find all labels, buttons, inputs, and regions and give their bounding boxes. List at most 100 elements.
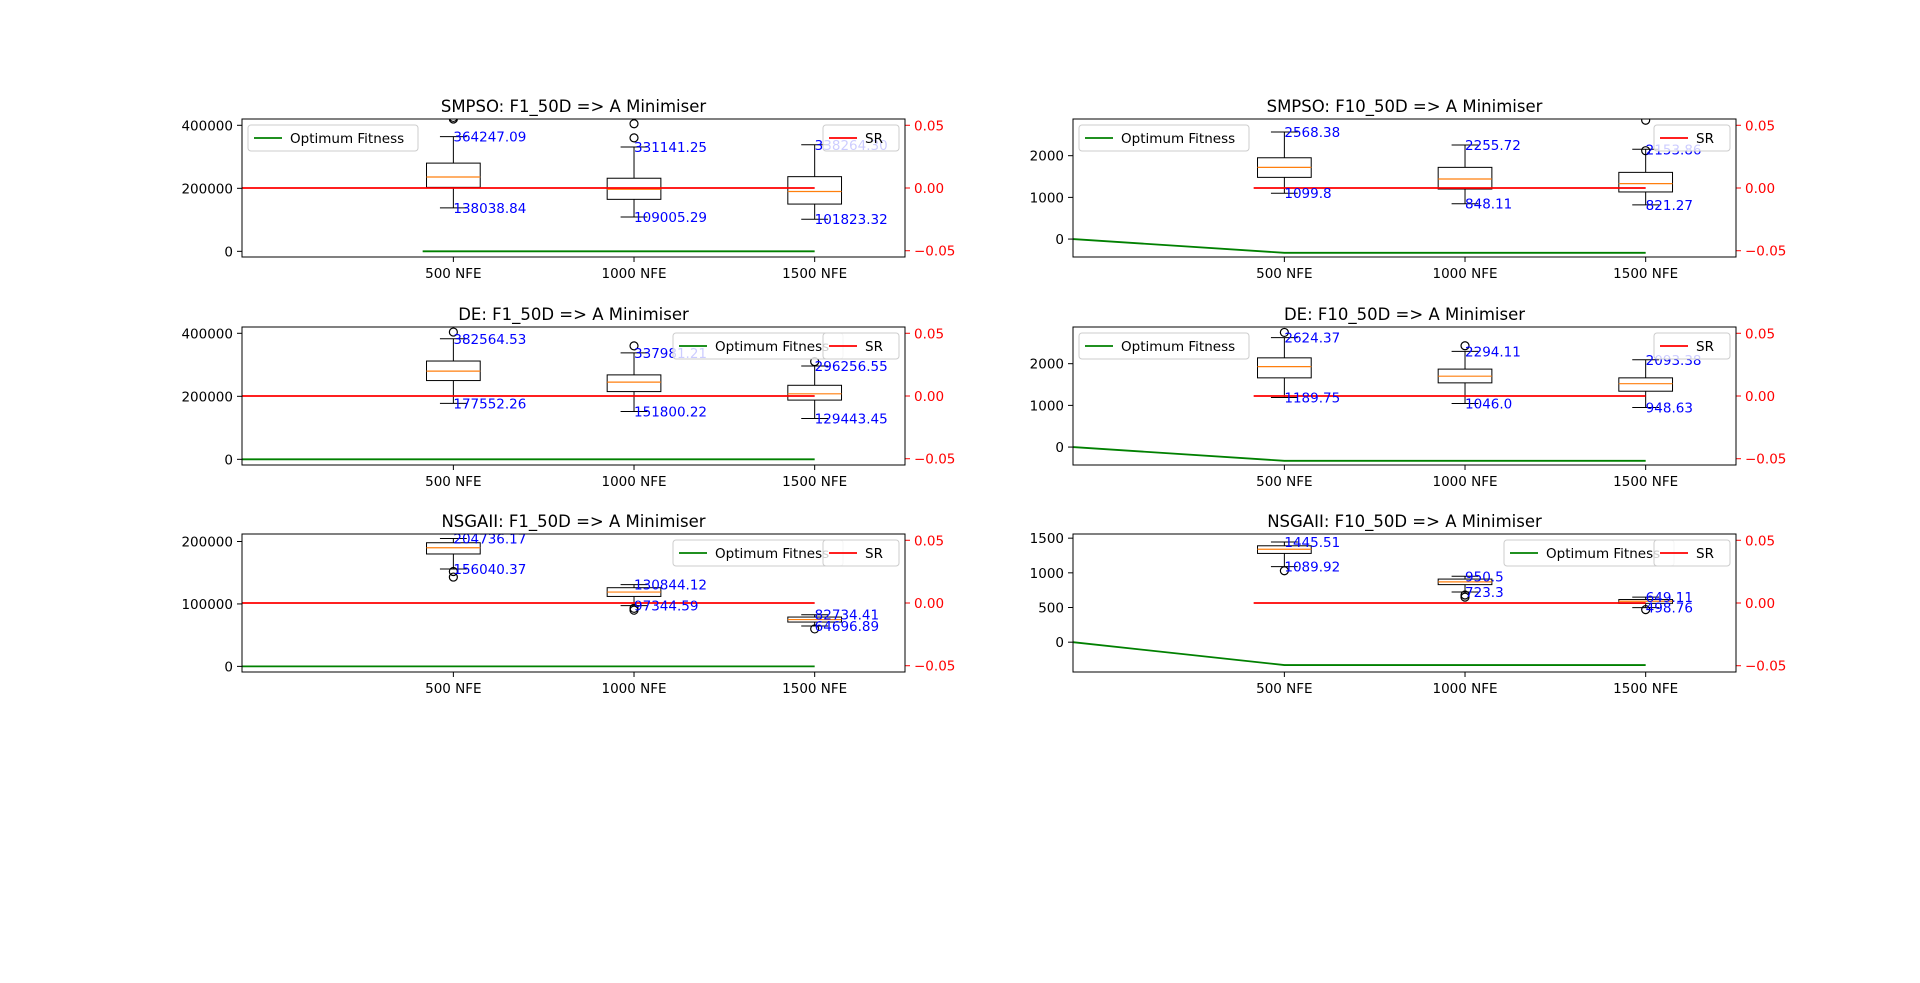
x-tick-label: 1500 NFE <box>782 474 847 490</box>
box-body <box>1618 171 1674 193</box>
legend-label: SR <box>1696 131 1714 147</box>
value-annotation: 2255.72 <box>1465 138 1521 154</box>
y2-tick-label: 0.05 <box>914 118 944 134</box>
legend-label: Optimum Fitness <box>1121 131 1235 147</box>
value-annotation: 151800.22 <box>634 405 707 421</box>
value-annotation: 649.11 <box>1646 590 1693 606</box>
box-2 <box>1437 575 1493 602</box>
flier-point <box>448 572 458 582</box>
y2-tick-label: −0.05 <box>914 452 955 468</box>
x-tick-label: 1000 NFE <box>601 474 666 490</box>
legend-label: SR <box>865 131 883 147</box>
value-annotation: 364247.09 <box>453 130 526 146</box>
y2-tick-label: −0.05 <box>1745 452 1786 468</box>
value-annotation: 950.5 <box>1465 569 1504 585</box>
y2-tick-label: 0.05 <box>1745 326 1775 342</box>
flier-point <box>629 133 639 143</box>
legend-box <box>822 124 900 152</box>
chart-title: NSGAII: F10_50D => A Minimiser <box>1267 512 1542 532</box>
y2-tick-label: 0.05 <box>1745 118 1775 134</box>
flier-point <box>1641 119 1651 125</box>
legend: SR <box>1653 332 1731 360</box>
box-3 <box>787 357 843 420</box>
y-tick-label: 0 <box>1055 635 1064 651</box>
y-tick-label: 100000 <box>181 597 233 613</box>
chart-title: NSGAII: F1_50D => A Minimiser <box>441 512 705 532</box>
box-2 <box>1437 341 1493 404</box>
legend-label: SR <box>865 546 883 562</box>
subplot-4: DE: F10_50D => A Minimiser 0 1000 2000 −0.05… <box>1030 305 1787 490</box>
legend-label: Optimum Fitness <box>715 546 829 562</box>
legend-box <box>1653 539 1731 567</box>
y2-tick-label: −0.05 <box>1745 244 1786 260</box>
axes-frame <box>1072 326 1737 466</box>
box-body <box>787 384 843 401</box>
subplot-6: NSGAII: F10_50D => A Minimiser 0 500 1000 15… <box>1030 512 1787 697</box>
y2-tick-label: 0.05 <box>914 533 944 549</box>
y-tick-label: 1000 <box>1030 566 1064 582</box>
box-2 <box>606 584 662 615</box>
y2-tick-label: −0.05 <box>914 244 955 260</box>
y2-tick-label: 0.05 <box>1745 533 1775 549</box>
box-body <box>1257 357 1312 379</box>
x-tick-label: 1000 NFE <box>1432 681 1497 697</box>
flier-point <box>1641 146 1651 156</box>
legend: Optimum Fitness <box>672 332 844 360</box>
optimum-fitness-line <box>1073 641 1646 666</box>
y-tick-label: 200000 <box>181 389 233 405</box>
value-annotation: 848.11 <box>1465 197 1512 213</box>
x-tick-label: 1000 NFE <box>601 266 666 282</box>
y-tick-label: 1500 <box>1030 531 1064 547</box>
flier-point <box>448 566 458 577</box>
axes-frame <box>1072 533 1737 673</box>
chart-title: SMPSO: F1_50D => A Minimiser <box>441 97 707 117</box>
y-tick-label: 200000 <box>181 534 233 550</box>
y-tick-label: 1000 <box>1030 398 1064 414</box>
legend-box <box>1653 332 1731 360</box>
value-annotation: 382564.53 <box>453 332 526 348</box>
y-tick-label: 200000 <box>181 181 233 197</box>
subplot-5: NSGAII: F1_50D => A Minimiser 0 100000 2000… <box>181 512 955 697</box>
x-tick-label: 1000 NFE <box>1432 266 1497 282</box>
box-3 <box>787 144 843 220</box>
value-annotation: 130844.12 <box>634 578 707 594</box>
legend: SR <box>1653 539 1731 567</box>
y2-tick-label: −0.05 <box>1745 659 1786 675</box>
x-tick-label: 1500 NFE <box>782 266 847 282</box>
value-annotation: 64696.89 <box>815 619 879 635</box>
y2-tick-label: 0.00 <box>1745 181 1775 197</box>
legend: Optimum Fitness <box>1078 332 1250 360</box>
legend: SR <box>822 539 900 567</box>
plot-area <box>1073 119 1674 254</box>
y-tick-label: 0 <box>224 244 233 260</box>
plot-area <box>242 119 843 253</box>
box-2 <box>1437 144 1493 205</box>
x-tick-label: 500 NFE <box>425 266 481 282</box>
y-tick-label: 0 <box>224 659 233 675</box>
value-annotation: 723.3 <box>1465 585 1504 601</box>
flier-point <box>1279 327 1289 338</box>
y-tick-label: 0 <box>224 452 233 468</box>
y2-tick-label: 0.00 <box>914 596 944 612</box>
value-annotation: 948.63 <box>1646 401 1693 417</box>
legend: SR <box>822 124 900 152</box>
flier-point <box>1460 341 1470 351</box>
value-annotation: 331141.25 <box>634 140 707 156</box>
legend-label: SR <box>1696 546 1714 562</box>
value-annotation: 82734.41 <box>815 608 879 624</box>
chart-title: SMPSO: F10_50D => A Minimiser <box>1267 97 1543 117</box>
legend: SR <box>1653 124 1731 152</box>
axes-frame <box>1072 118 1737 258</box>
y2-tick-label: 0.00 <box>914 181 944 197</box>
value-annotation: 1189.75 <box>1284 390 1340 406</box>
x-tick-label: 1000 NFE <box>1432 474 1497 490</box>
legend-box <box>822 539 900 567</box>
y-tick-label: 0 <box>1055 232 1064 248</box>
plot-area <box>1073 541 1674 666</box>
value-annotation: 2294.11 <box>1465 344 1521 360</box>
value-annotation: 204736.17 <box>453 532 526 548</box>
value-annotation: 138038.84 <box>453 201 526 217</box>
flier-point <box>1279 566 1289 576</box>
value-annotation: 109005.29 <box>634 210 707 226</box>
